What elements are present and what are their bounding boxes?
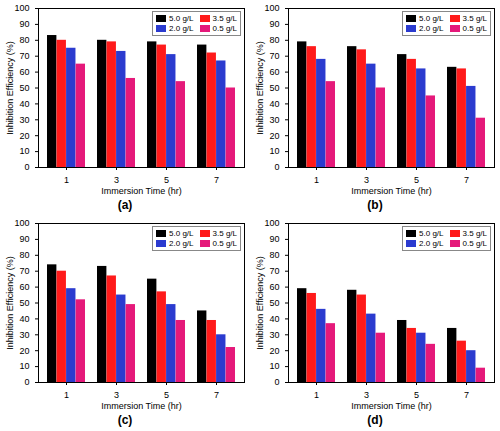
svg-text:1: 1 <box>64 175 69 185</box>
svg-text:20: 20 <box>269 346 279 356</box>
svg-text:Inhibition Efficiency (%): Inhibition Efficiency (%) <box>5 41 15 134</box>
svg-text:20: 20 <box>19 346 29 356</box>
svg-text:30: 30 <box>269 115 279 125</box>
svg-text:60: 60 <box>269 282 279 292</box>
svg-text:1: 1 <box>64 390 69 400</box>
svg-text:30: 30 <box>269 330 279 340</box>
svg-text:10: 10 <box>19 361 29 371</box>
svg-text:5: 5 <box>414 390 419 400</box>
html-text:(a): (a) <box>117 198 133 212</box>
svg-text:0: 0 <box>274 162 279 172</box>
svg-text:100: 100 <box>264 3 279 13</box>
html-text:2.0 g/L: 2.0 g/L <box>169 239 194 248</box>
svg-text:50: 50 <box>269 298 279 308</box>
svg-text:70: 70 <box>19 51 29 61</box>
html-text:0.5 g/L: 0.5 g/L <box>212 239 237 248</box>
svg-text:Immersion Time (hr): Immersion Time (hr) <box>351 401 432 411</box>
svg-text:10: 10 <box>269 146 279 156</box>
html-text:3.5 g/L: 3.5 g/L <box>212 229 237 238</box>
svg-text:60: 60 <box>19 67 29 77</box>
svg-text:80: 80 <box>19 250 29 260</box>
html-text:2.0 g/L: 2.0 g/L <box>169 24 194 33</box>
svg-text:Inhibition Efficiency (%): Inhibition Efficiency (%) <box>255 41 265 134</box>
html-text:2.0 g/L: 2.0 g/L <box>419 239 444 248</box>
svg-text:80: 80 <box>269 250 279 260</box>
svg-text:70: 70 <box>269 51 279 61</box>
svg-text:40: 40 <box>269 99 279 109</box>
svg-text:30: 30 <box>19 330 29 340</box>
html-text:5.0 g/L: 5.0 g/L <box>169 14 194 23</box>
svg-text:100: 100 <box>264 218 279 228</box>
svg-text:100: 100 <box>14 3 29 13</box>
svg-text:80: 80 <box>269 35 279 45</box>
svg-text:90: 90 <box>269 19 279 29</box>
svg-text:20: 20 <box>269 131 279 141</box>
svg-text:90: 90 <box>19 19 29 29</box>
svg-text:7: 7 <box>214 390 219 400</box>
svg-text:60: 60 <box>269 67 279 77</box>
svg-text:50: 50 <box>19 83 29 93</box>
svg-text:1: 1 <box>314 390 319 400</box>
svg-text:Immersion Time (hr): Immersion Time (hr) <box>101 186 182 196</box>
html-text:(d): (d) <box>367 413 383 427</box>
svg-text:70: 70 <box>19 266 29 276</box>
svg-text:40: 40 <box>19 99 29 109</box>
svg-text:5: 5 <box>414 175 419 185</box>
svg-text:40: 40 <box>269 314 279 324</box>
svg-text:20: 20 <box>19 131 29 141</box>
html-text:(b): (b) <box>367 198 383 212</box>
svg-text:0: 0 <box>24 377 29 387</box>
svg-text:10: 10 <box>19 146 29 156</box>
html-text:(c): (c) <box>117 413 133 427</box>
svg-text:3: 3 <box>114 390 119 400</box>
html-text:2.0 g/L: 2.0 g/L <box>419 24 444 33</box>
svg-text:90: 90 <box>269 234 279 244</box>
svg-text:3: 3 <box>364 175 369 185</box>
svg-text:50: 50 <box>269 83 279 93</box>
svg-text:5: 5 <box>164 390 169 400</box>
html-text:5.0 g/L: 5.0 g/L <box>169 229 194 238</box>
svg-text:3: 3 <box>364 390 369 400</box>
svg-text:90: 90 <box>19 234 29 244</box>
svg-text:50: 50 <box>19 298 29 308</box>
svg-text:70: 70 <box>269 266 279 276</box>
svg-text:40: 40 <box>19 314 29 324</box>
svg-text:3: 3 <box>114 175 119 185</box>
svg-text:10: 10 <box>269 361 279 371</box>
svg-text:7: 7 <box>214 175 219 185</box>
svg-text:7: 7 <box>464 390 469 400</box>
svg-text:7: 7 <box>464 175 469 185</box>
svg-text:Immersion Time (hr): Immersion Time (hr) <box>101 401 182 411</box>
svg-text:60: 60 <box>19 282 29 292</box>
svg-text:Inhibition Efficiency (%): Inhibition Efficiency (%) <box>5 256 15 349</box>
svg-text:100: 100 <box>14 218 29 228</box>
svg-text:5: 5 <box>164 175 169 185</box>
html-text:5.0 g/L: 5.0 g/L <box>419 229 444 238</box>
html-text:0.5 g/L: 0.5 g/L <box>212 24 237 33</box>
html-text:0.5 g/L: 0.5 g/L <box>462 239 487 248</box>
html-text:3.5 g/L: 3.5 g/L <box>212 14 237 23</box>
html-text:3.5 g/L: 3.5 g/L <box>462 229 487 238</box>
html-text:0.5 g/L: 0.5 g/L <box>462 24 487 33</box>
svg-text:Immersion Time (hr): Immersion Time (hr) <box>351 186 432 196</box>
svg-text:1: 1 <box>314 175 319 185</box>
html-text:3.5 g/L: 3.5 g/L <box>462 14 487 23</box>
svg-text:0: 0 <box>274 377 279 387</box>
svg-text:Inhibition Efficiency (%): Inhibition Efficiency (%) <box>255 256 265 349</box>
svg-text:30: 30 <box>19 115 29 125</box>
svg-text:80: 80 <box>19 35 29 45</box>
svg-text:0: 0 <box>24 162 29 172</box>
html-text:5.0 g/L: 5.0 g/L <box>419 14 444 23</box>
